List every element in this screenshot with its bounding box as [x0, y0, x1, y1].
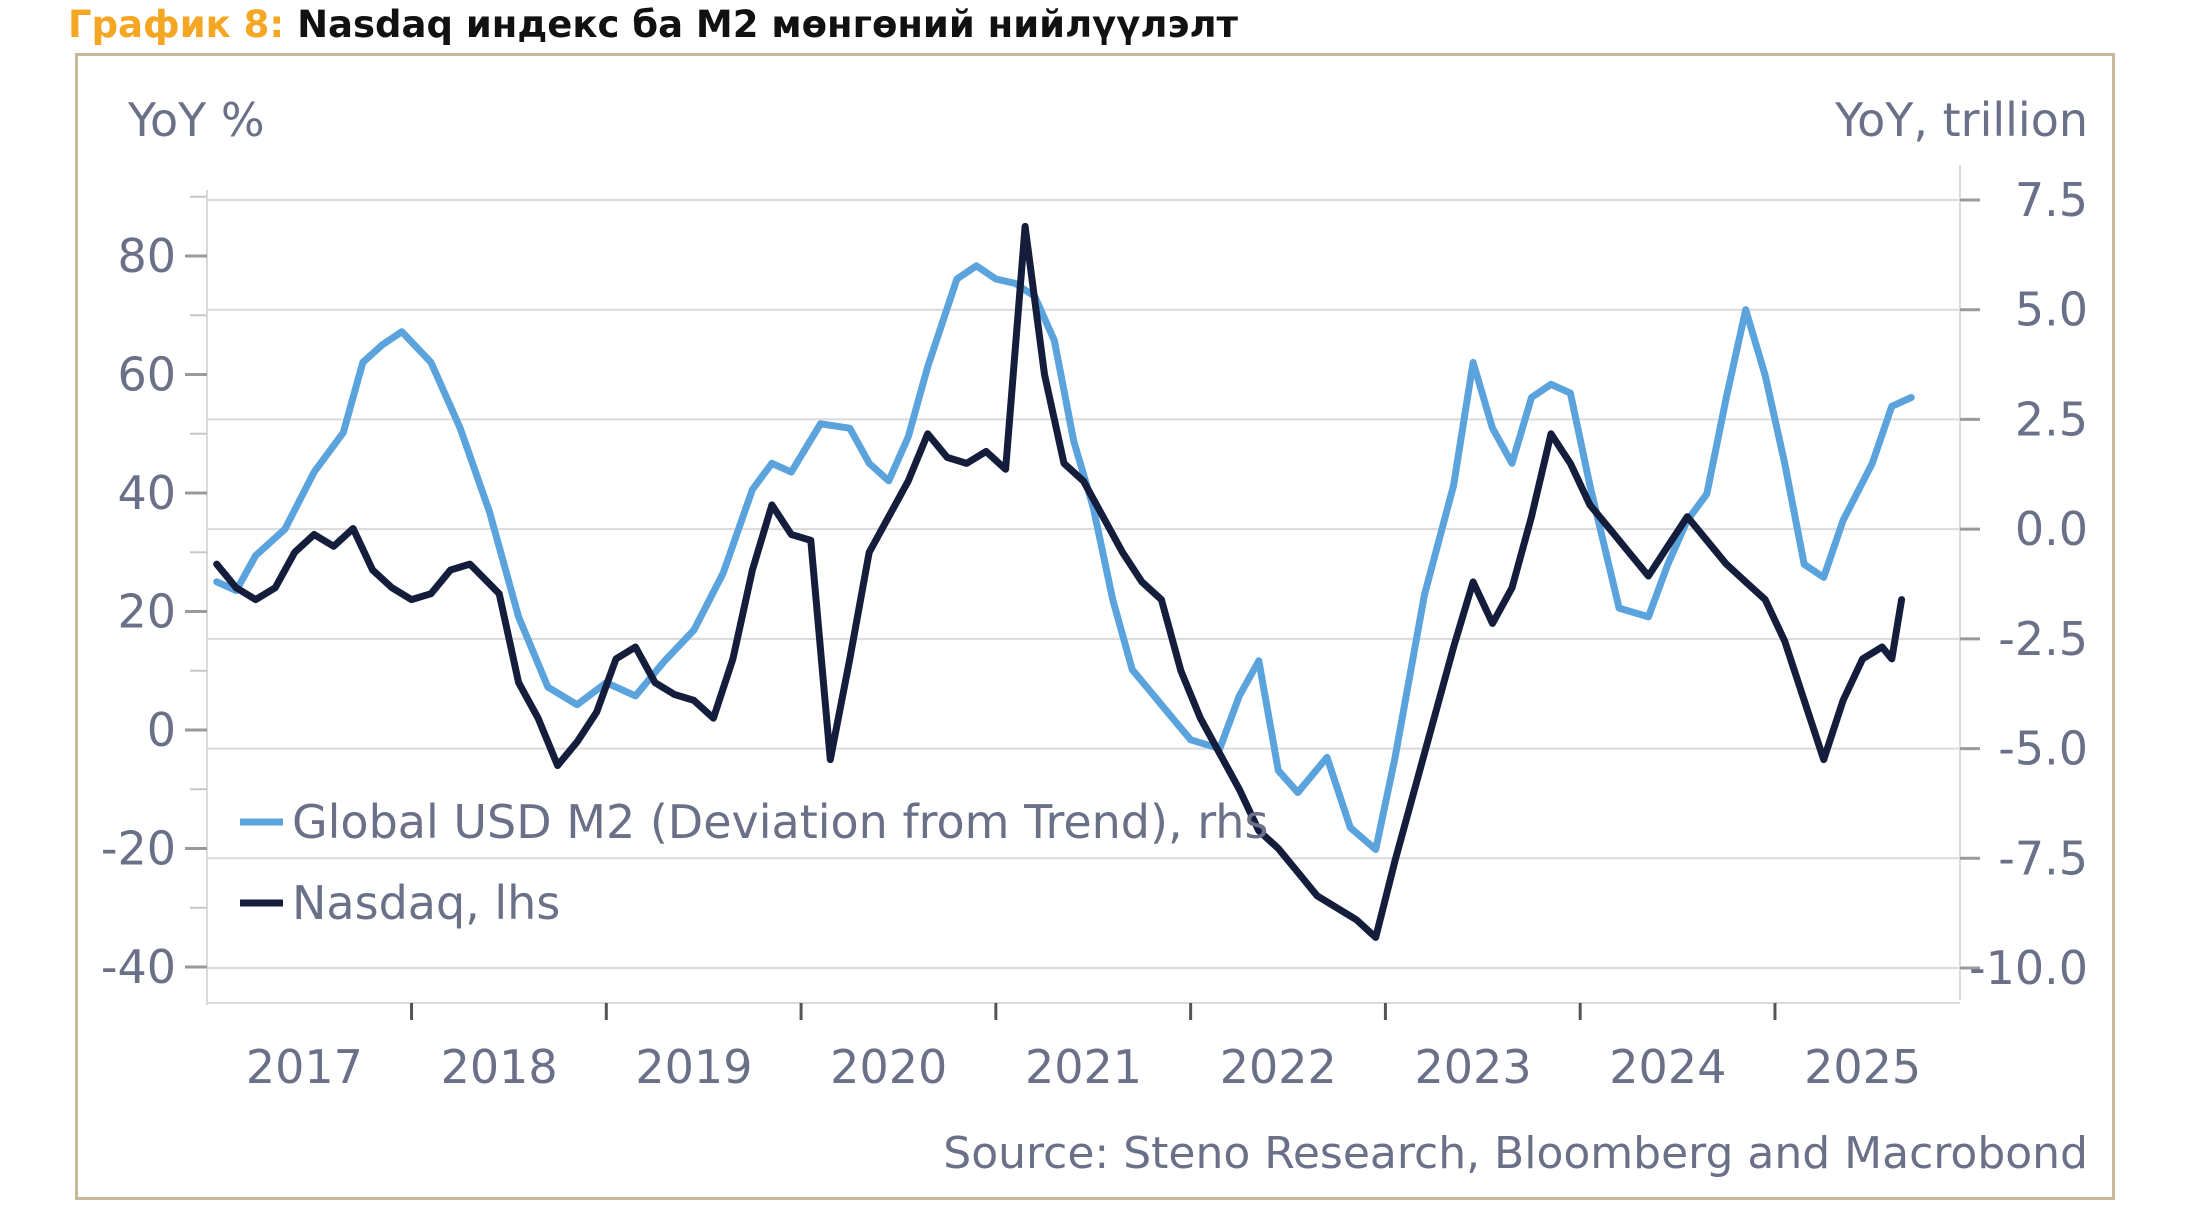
x-tick-label: 2022 — [1220, 1040, 1337, 1094]
x-tick-label: 2018 — [441, 1040, 558, 1094]
right-axis-title: YoY, trillion — [1834, 93, 2088, 147]
series — [213, 222, 1915, 941]
legend: Global USD M2 (Deviation from Trend), rh… — [240, 795, 1268, 930]
line-global-usd-m2 — [213, 262, 1915, 853]
axes: 80 60 40 20 0 -20 -40 7.5 5.0 2.5 0.0 -2.5 -5.0 -7.5 -… — [101, 165, 2088, 1094]
left-tick-label: -40 — [101, 940, 176, 994]
gridlines — [207, 199, 1960, 969]
x-tick-label: 2025 — [1804, 1040, 1921, 1094]
left-tick-label: -20 — [101, 822, 176, 876]
source-note: Source: Steno Research, Bloomberg and Ma… — [943, 1128, 2088, 1179]
right-tick-label: -7.5 — [1998, 831, 2088, 885]
x-tick-label: 2019 — [635, 1040, 752, 1094]
left-tick-label: 80 — [117, 229, 176, 283]
x-tick-label: 2020 — [830, 1040, 947, 1094]
right-tick-label: 7.5 — [2015, 173, 2088, 227]
x-tick-label: 2021 — [1025, 1040, 1142, 1094]
line-nasdaq — [213, 222, 1906, 941]
left-axis-title: YoY % — [127, 93, 265, 147]
figure-title: График 8: Nasdaq индекс ба M2 мөнгөний н… — [68, 0, 1238, 50]
x-tick-label: 2023 — [1415, 1040, 1532, 1094]
left-tick-label: 20 — [117, 585, 176, 639]
right-tick-label: -2.5 — [1998, 612, 2088, 666]
x-tick-label: 2017 — [246, 1040, 363, 1094]
figure-title-label: График 8: — [68, 3, 285, 46]
right-tick-label: 2.5 — [2015, 392, 2088, 446]
right-tick-label: 5.0 — [2015, 283, 2088, 337]
x-tick-label: 2024 — [1609, 1040, 1726, 1094]
legend-label-nasdaq: Nasdaq, lhs — [292, 876, 560, 930]
left-tick-label: 60 — [117, 348, 176, 402]
right-tick-label: 0.0 — [2015, 502, 2088, 556]
left-tick-label: 40 — [117, 466, 176, 520]
right-tick-label: -10.0 — [1969, 941, 2088, 995]
figure-title-text: Nasdaq индекс ба M2 мөнгөний нийлүүлэлт — [284, 3, 1238, 46]
legend-label-m2: Global USD M2 (Deviation from Trend), rh… — [292, 795, 1268, 849]
left-tick-label: 0 — [147, 703, 176, 757]
right-tick-label: -5.0 — [1998, 722, 2088, 776]
